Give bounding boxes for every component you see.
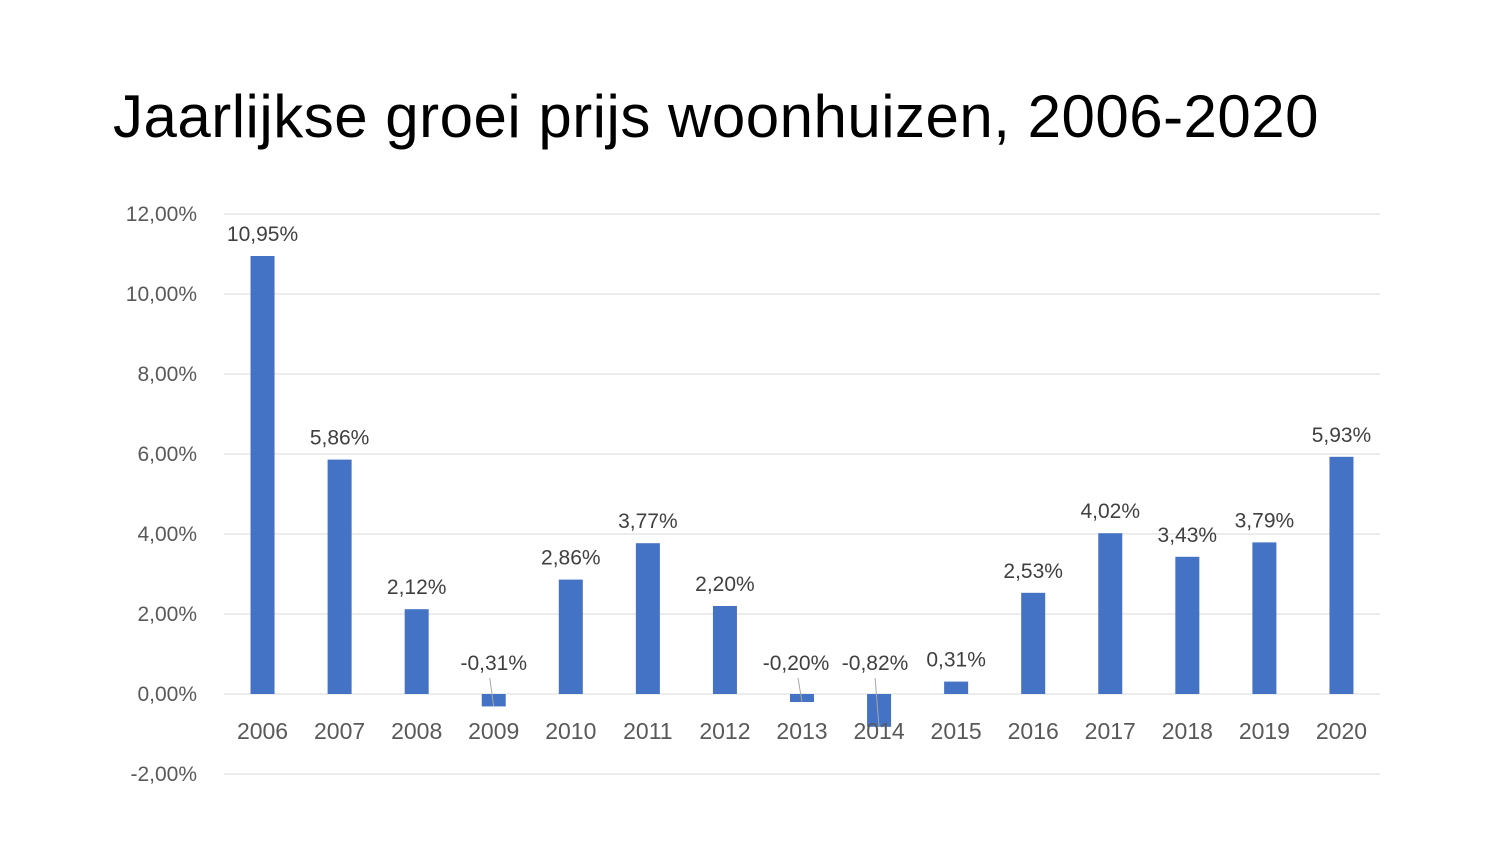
y-tick-label: 0,00% (137, 683, 197, 706)
data-label: 0,31% (926, 649, 986, 672)
x-tick-label: 2007 (314, 718, 365, 744)
data-label: 3,43% (1158, 524, 1218, 547)
bar (404, 609, 429, 694)
bar (1329, 456, 1354, 694)
x-tick-label: 2014 (853, 718, 904, 744)
x-tick-label: 2013 (776, 718, 827, 744)
x-tick-label: 2017 (1085, 718, 1136, 744)
leader-line (489, 677, 495, 707)
bar (712, 606, 737, 694)
data-label: 2,20% (695, 573, 755, 596)
x-tick-label: 2006 (237, 718, 288, 744)
leader-line (874, 677, 880, 727)
x-tick-label: 2016 (1008, 718, 1059, 744)
x-tick-label: 2015 (931, 718, 982, 744)
bar (1175, 556, 1200, 694)
x-tick-label: 2010 (545, 718, 596, 744)
x-tick-label: 2018 (1162, 718, 1213, 744)
data-label: 10,95% (227, 223, 298, 246)
y-tick-label: 8,00% (137, 363, 197, 386)
y-tick-label: 2,00% (137, 603, 197, 626)
data-label: 3,79% (1235, 509, 1295, 532)
x-tick-label: 2009 (468, 718, 519, 744)
bar (635, 543, 660, 694)
data-label: 2,86% (541, 547, 601, 570)
data-label: -0,20% (763, 652, 830, 675)
bar (790, 694, 814, 702)
data-label: 5,86% (310, 427, 370, 450)
y-tick-label: -2,00% (130, 763, 197, 786)
y-tick-label: 4,00% (137, 523, 197, 546)
y-tick-label: 6,00% (137, 443, 197, 466)
x-tick-label: 2011 (623, 718, 672, 744)
x-tick-label: 2008 (391, 718, 442, 744)
bar (1021, 592, 1046, 694)
x-tick-label: 2012 (699, 718, 750, 744)
page-title: Jaarlijkse groei prijs woonhuizen, 2006-… (113, 83, 1320, 150)
bar (250, 256, 275, 694)
data-label: 2,53% (1003, 560, 1063, 583)
data-label: 3,77% (618, 510, 678, 533)
data-label: -0,31% (460, 652, 527, 675)
data-label: -0,82% (842, 652, 909, 675)
y-tick-label: 12,00% (126, 203, 197, 226)
bar (1098, 533, 1123, 694)
data-label: 2,12% (387, 576, 447, 599)
leader-line (797, 677, 803, 703)
data-label: 5,93% (1312, 424, 1372, 447)
x-tick-label: 2019 (1239, 718, 1290, 744)
x-tick-label: 2020 (1316, 718, 1367, 744)
bar (327, 459, 352, 694)
bar (558, 579, 583, 694)
bar (481, 694, 506, 707)
bar (1252, 542, 1277, 694)
bar (944, 681, 969, 694)
y-tick-label: 10,00% (126, 283, 197, 306)
data-label: 4,02% (1080, 500, 1140, 523)
